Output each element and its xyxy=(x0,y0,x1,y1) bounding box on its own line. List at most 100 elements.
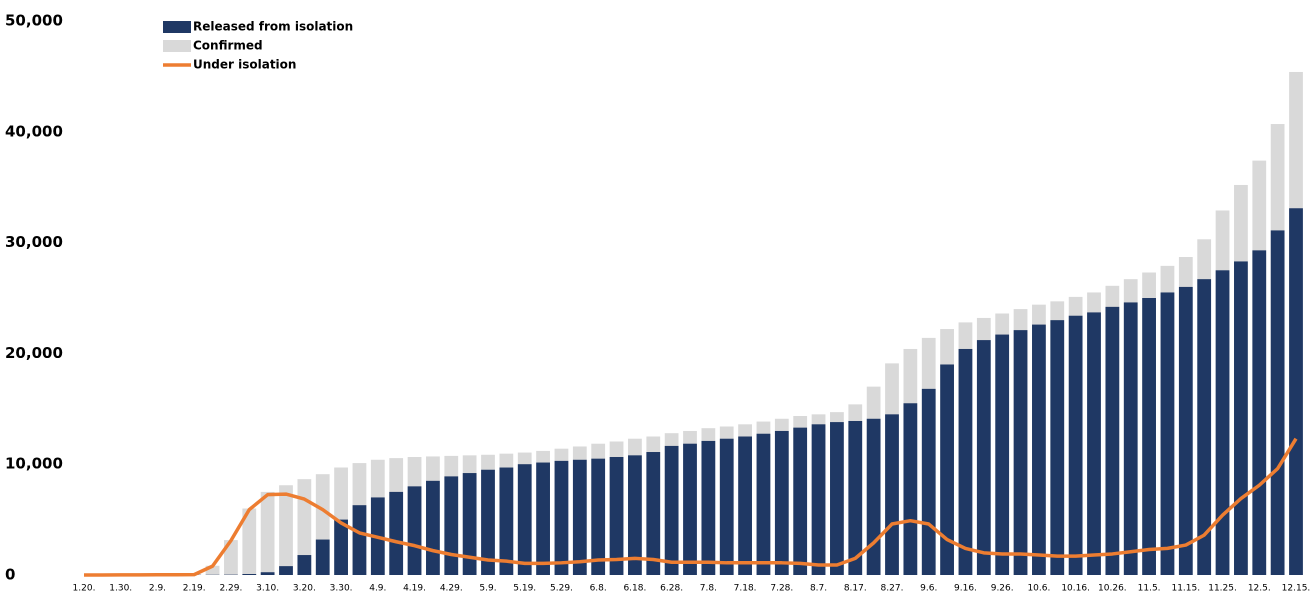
bar xyxy=(591,458,606,575)
bar xyxy=(811,424,826,575)
bar xyxy=(260,572,275,575)
x-tick-label: 7.28. xyxy=(770,584,793,594)
bar xyxy=(1068,315,1083,575)
x-tick-label: 3.10. xyxy=(256,584,279,594)
x-tick-label: 3.30. xyxy=(330,584,353,594)
bar xyxy=(517,464,532,575)
legend-swatch xyxy=(163,40,191,52)
bar xyxy=(1178,286,1193,575)
x-tick-label: 4.19. xyxy=(403,584,426,594)
bar xyxy=(958,348,973,575)
x-tick-label: 6.18. xyxy=(623,584,646,594)
x-tick-label: 3.20. xyxy=(293,584,316,594)
bar xyxy=(921,388,936,575)
bar xyxy=(793,427,808,575)
x-tick-label: 5.29. xyxy=(550,584,573,594)
x-tick-label: 9.6. xyxy=(920,584,937,594)
bar xyxy=(1142,298,1156,575)
bar xyxy=(426,480,440,575)
bar xyxy=(683,443,697,575)
bar xyxy=(701,440,716,575)
legend-label: Released from isolation xyxy=(193,20,353,34)
x-tick-label: 1.30. xyxy=(109,584,132,594)
bar xyxy=(407,486,422,575)
bar xyxy=(628,455,642,575)
bar xyxy=(830,422,844,575)
bar xyxy=(885,414,899,575)
x-tick-label: 6.28. xyxy=(660,584,683,594)
bar xyxy=(1197,279,1212,575)
bar xyxy=(242,508,257,575)
x-tick-label: 10.16. xyxy=(1061,584,1090,594)
bar xyxy=(315,539,330,575)
bar xyxy=(664,445,679,575)
bar xyxy=(1050,320,1065,575)
bar xyxy=(462,473,477,575)
x-tick-label: 4.29. xyxy=(440,584,463,594)
bar xyxy=(260,491,275,575)
bar xyxy=(1270,230,1285,576)
x-tick-label: 11.15. xyxy=(1171,584,1200,594)
bar xyxy=(1160,292,1175,575)
bar xyxy=(1105,306,1120,575)
bar xyxy=(554,460,569,575)
x-tick-label: 8.17. xyxy=(844,584,867,594)
bar xyxy=(756,433,771,575)
bar xyxy=(352,505,367,575)
x-tick-label: 6.8. xyxy=(590,584,607,594)
y-tick-label: 30,000 xyxy=(5,233,63,251)
bar xyxy=(1234,261,1248,575)
bar xyxy=(738,436,752,575)
bar xyxy=(499,467,514,575)
bar xyxy=(205,565,220,575)
x-tick-label: 8.7. xyxy=(810,584,827,594)
bar xyxy=(1087,312,1101,575)
x-tick-label: 5.9. xyxy=(479,584,496,594)
x-tick-label: 1.20. xyxy=(73,584,96,594)
x-tick-label: 9.16. xyxy=(954,584,977,594)
bar xyxy=(279,485,293,575)
bar xyxy=(334,519,348,575)
bar xyxy=(646,452,661,575)
x-tick-label: 2.19. xyxy=(183,584,206,594)
y-tick-label: 10,000 xyxy=(5,455,63,473)
bar xyxy=(536,462,550,575)
bar xyxy=(1123,302,1138,575)
x-tick-label: 11.5. xyxy=(1138,584,1161,594)
x-tick-label: 7.8. xyxy=(700,584,717,594)
y-tick-label: 50,000 xyxy=(5,12,63,30)
x-tick-label: 10.26. xyxy=(1098,584,1127,594)
line xyxy=(83,437,1298,577)
bar xyxy=(1252,250,1267,575)
legend-label: Under isolation xyxy=(193,58,296,72)
bar xyxy=(242,574,257,575)
bar xyxy=(940,364,954,575)
bar xyxy=(389,491,404,575)
y-tick-label: 40,000 xyxy=(5,122,63,140)
bar xyxy=(572,459,587,575)
bar xyxy=(848,420,863,575)
x-tick-label: 9.26. xyxy=(991,584,1014,594)
bar xyxy=(297,479,312,575)
x-tick-label: 12.15. xyxy=(1282,584,1311,594)
x-tick-label: 2.9. xyxy=(149,584,166,594)
bar xyxy=(481,469,495,575)
bar xyxy=(995,334,1010,575)
x-tick-label: 11.25. xyxy=(1208,584,1237,594)
y-tick-label: 20,000 xyxy=(5,344,63,362)
bar xyxy=(903,403,918,575)
bar xyxy=(866,418,881,575)
bar xyxy=(297,555,312,575)
bar xyxy=(609,456,624,575)
bar xyxy=(976,340,991,575)
bar xyxy=(224,540,238,575)
x-tick-label: 5.19. xyxy=(513,584,536,594)
x-tick-label: 12.5. xyxy=(1248,584,1271,594)
y-tick-label: 0 xyxy=(5,566,15,584)
bar xyxy=(1013,330,1028,575)
legend-label: Confirmed xyxy=(193,39,263,53)
x-tick-label: 8.27. xyxy=(881,584,904,594)
bar xyxy=(279,566,293,575)
x-tick-label: 4.9. xyxy=(369,584,386,594)
